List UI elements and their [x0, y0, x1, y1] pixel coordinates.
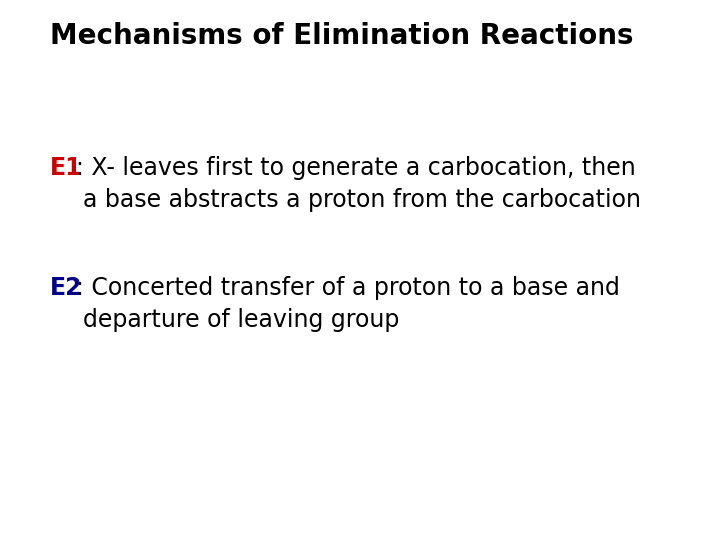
- Text: E2: E2: [50, 276, 83, 300]
- Text: E1: E1: [50, 156, 83, 180]
- Text: : Concerted transfer of a proton to a base and: : Concerted transfer of a proton to a ba…: [76, 276, 620, 300]
- Text: Mechanisms of Elimination Reactions: Mechanisms of Elimination Reactions: [50, 22, 634, 50]
- Text: departure of leaving group: departure of leaving group: [83, 308, 400, 332]
- Text: a base abstracts a proton from the carbocation: a base abstracts a proton from the carbo…: [83, 188, 641, 212]
- Text: : X- leaves first to generate a carbocation, then: : X- leaves first to generate a carbocat…: [76, 156, 636, 180]
